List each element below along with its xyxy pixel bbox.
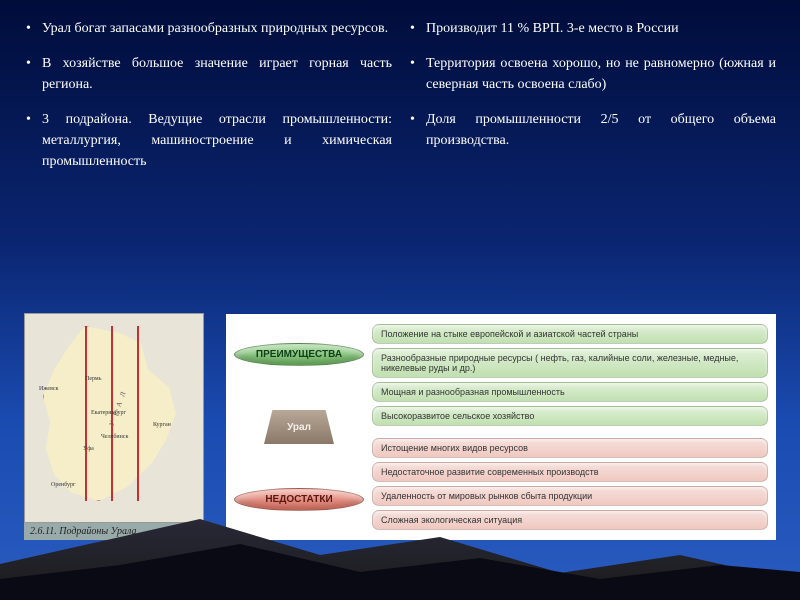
- advantages-diagram: ПРЕИМУЩЕСТВА Урал НЕДОСТАТКИ Положение н…: [226, 314, 776, 540]
- ural-map: У Р А Л Ижевск Пермь Екатеринбург Челяби…: [24, 313, 204, 523]
- subregion-line: [137, 326, 139, 501]
- city-label: Уфа: [83, 446, 94, 452]
- advantage-box: Разнообразные природные ресурсы ( нефть,…: [372, 348, 768, 378]
- disadvantage-box: Сложная экологическая ситуация: [372, 510, 768, 530]
- center-label: Урал: [264, 410, 334, 444]
- bullet-item: В хозяйстве большое значение играет горн…: [24, 53, 392, 95]
- advantage-box: Мощная и разнообразная промышленность: [372, 382, 768, 402]
- map-figure: У Р А Л Ижевск Пермь Екатеринбург Челяби…: [24, 313, 204, 540]
- city-label: Екатеринбург: [91, 410, 126, 416]
- spacer: [372, 430, 768, 434]
- disadvantage-box: Истощение многих видов ресурсов: [372, 438, 768, 458]
- bullet-item: Территория освоена хорошо, но не равноме…: [408, 53, 776, 95]
- right-column: Производит 11 % ВРП. 3-е место в России …: [408, 18, 776, 186]
- subregion-line: [85, 326, 87, 501]
- diagram-left: ПРЕИМУЩЕСТВА Урал НЕДОСТАТКИ: [234, 324, 364, 530]
- right-bullets: Производит 11 % ВРП. 3-е место в России …: [408, 18, 776, 151]
- left-column: Урал богат запасами разнообразных природ…: [24, 18, 392, 186]
- slide-columns: Урал богат запасами разнообразных природ…: [0, 0, 800, 186]
- advantage-box: Высокоразвитое сельское хозяйство: [372, 406, 768, 426]
- figures-row: У Р А Л Ижевск Пермь Екатеринбург Челяби…: [24, 313, 776, 540]
- bullet-item: Урал богат запасами разнообразных природ…: [24, 18, 392, 39]
- bullet-item: Производит 11 % ВРП. 3-е место в России: [408, 18, 776, 39]
- city-label: Оренбург: [51, 482, 76, 488]
- disadvantage-box: Недостаточное развитие современных произ…: [372, 462, 768, 482]
- advantage-box: Положение на стыке европейской и азиатск…: [372, 324, 768, 344]
- city-label: Пермь: [85, 376, 101, 382]
- diagram-row: ПРЕИМУЩЕСТВА Урал НЕДОСТАТКИ Положение н…: [234, 324, 768, 530]
- advantages-pill: ПРЕИМУЩЕСТВА: [234, 343, 364, 366]
- city-label: Курган: [153, 422, 171, 428]
- city-label: Ижевск: [39, 386, 58, 392]
- city-label: Челябинск: [101, 434, 128, 440]
- disadvantage-box: Удаленность от мировых рынков сбыта прод…: [372, 486, 768, 506]
- bullet-item: 3 подрайона. Ведущие отрасли промышленно…: [24, 109, 392, 172]
- diagram-right: Положение на стыке европейской и азиатск…: [372, 324, 768, 530]
- left-bullets: Урал богат запасами разнообразных природ…: [24, 18, 392, 172]
- disadvantages-pill: НЕДОСТАТКИ: [234, 488, 364, 511]
- bullet-item: Доля промышленности 2/5 от общего объема…: [408, 109, 776, 151]
